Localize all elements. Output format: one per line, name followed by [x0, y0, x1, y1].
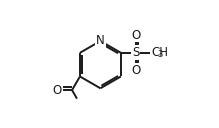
Text: O: O — [131, 29, 140, 42]
Text: S: S — [132, 46, 139, 59]
Text: O: O — [131, 64, 140, 77]
Text: O: O — [52, 84, 61, 97]
Text: CH: CH — [151, 46, 168, 59]
Text: 3: 3 — [158, 50, 163, 59]
Text: N: N — [96, 34, 105, 47]
